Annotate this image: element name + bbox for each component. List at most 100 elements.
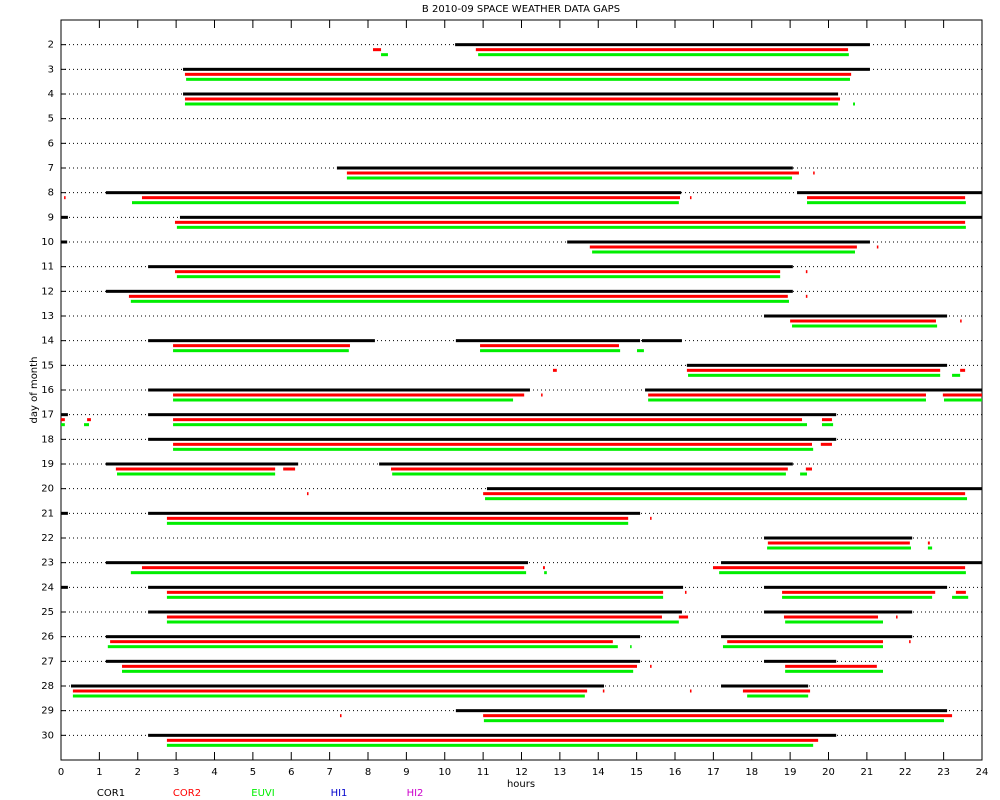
gap-bar	[807, 196, 966, 200]
gap-bar	[552, 368, 557, 372]
gap-bar	[853, 102, 855, 106]
gap-bar	[141, 196, 680, 200]
gap-bar	[105, 462, 299, 466]
legend-label: HI1	[331, 788, 348, 799]
gap-bar	[483, 714, 953, 718]
gap-bar	[800, 472, 808, 476]
gap-bar	[176, 275, 781, 279]
x-tick-label: 3	[173, 767, 179, 778]
chart-title: B 2010-09 SPACE WEATHER DATA GAPS	[422, 4, 620, 15]
gap-bar	[475, 48, 849, 52]
gap-bar	[797, 191, 982, 195]
gap-bar	[648, 398, 926, 402]
x-tick-label: 12	[515, 767, 528, 778]
gap-bar	[166, 516, 629, 520]
gap-bar	[541, 393, 543, 397]
x-tick-label: 5	[250, 767, 256, 778]
gap-bar	[764, 585, 948, 589]
y-tick-label: 23	[41, 558, 54, 569]
gap-bar	[105, 289, 793, 293]
gap-bar	[148, 733, 837, 737]
gap-bar	[952, 373, 961, 377]
gap-bar	[742, 689, 811, 693]
gap-bar	[179, 215, 982, 219]
gap-bar	[785, 669, 883, 673]
gap-bar	[148, 437, 837, 441]
legend-label: COR1	[97, 788, 125, 799]
gap-bar	[173, 349, 349, 353]
y-tick-label: 13	[41, 311, 54, 322]
y-tick-label: 30	[41, 730, 54, 741]
gap-bar	[130, 571, 527, 575]
gap-bar	[174, 220, 966, 224]
gap-bar	[186, 77, 850, 81]
gap-bar	[174, 270, 781, 274]
y-tick-label: 7	[48, 163, 54, 174]
x-tick-label: 10	[438, 767, 451, 778]
y-tick-label: 4	[48, 89, 54, 100]
y-tick-label: 24	[41, 582, 54, 593]
y-tick-label: 27	[41, 656, 54, 667]
gap-bar	[166, 620, 679, 624]
gap-bar	[785, 620, 883, 624]
gap-bar	[61, 215, 68, 219]
gap-bar	[148, 610, 682, 614]
gap-bar	[391, 467, 788, 471]
gap-bar	[807, 201, 966, 205]
x-tick-label: 14	[592, 767, 605, 778]
gap-bar	[686, 363, 948, 367]
gap-bar	[61, 413, 68, 417]
gap-bar	[105, 191, 682, 195]
gap-bar	[166, 521, 629, 525]
gap-bar	[721, 684, 809, 688]
gap-bar	[955, 590, 966, 594]
y-tick-label: 17	[41, 410, 54, 421]
gap-bar	[122, 669, 634, 673]
gap-bar	[944, 398, 982, 402]
x-tick-label: 16	[669, 767, 682, 778]
gap-bar	[128, 294, 788, 298]
y-tick-label: 6	[48, 138, 54, 149]
gap-bar	[721, 635, 913, 639]
gap-bar	[84, 423, 90, 427]
gap-bar	[61, 585, 68, 589]
gap-bar	[785, 664, 877, 668]
gap-bar	[567, 240, 870, 244]
gap-bar	[148, 585, 684, 589]
x-tick-label: 6	[288, 767, 294, 778]
gap-bar	[688, 373, 941, 377]
x-tick-label: 2	[135, 767, 141, 778]
gap-bar	[821, 423, 834, 427]
gap-bar	[61, 511, 68, 515]
gap-bar	[87, 418, 91, 422]
gap-bar	[166, 738, 819, 742]
gap-bar	[115, 467, 276, 471]
gap-bar	[117, 472, 276, 476]
gap-bar	[767, 541, 910, 545]
gap-bar	[764, 610, 913, 614]
y-tick-label: 8	[48, 188, 54, 199]
x-tick-label: 15	[630, 767, 643, 778]
gap-bar	[782, 590, 936, 594]
y-axis-label: day of month	[29, 357, 40, 424]
gap-bar	[592, 250, 855, 254]
gap-bar	[782, 595, 933, 599]
gap-bar	[821, 418, 832, 422]
gap-bar	[712, 566, 966, 570]
y-tick-label: 12	[41, 286, 54, 297]
gap-bar	[721, 561, 982, 565]
gap-bar	[148, 339, 375, 343]
gap-bar	[747, 694, 809, 698]
gap-bar	[346, 176, 793, 180]
x-tick-label: 23	[937, 767, 950, 778]
gap-bar	[105, 635, 641, 639]
y-tick-label: 29	[41, 706, 54, 717]
y-tick-label: 21	[41, 508, 54, 519]
legend-label: EUVI	[251, 788, 274, 799]
y-tick-label: 26	[41, 632, 54, 643]
gap-bar	[131, 201, 679, 205]
y-tick-label: 3	[48, 64, 54, 75]
y-tick-label: 11	[41, 262, 54, 273]
gap-bar	[173, 442, 812, 446]
